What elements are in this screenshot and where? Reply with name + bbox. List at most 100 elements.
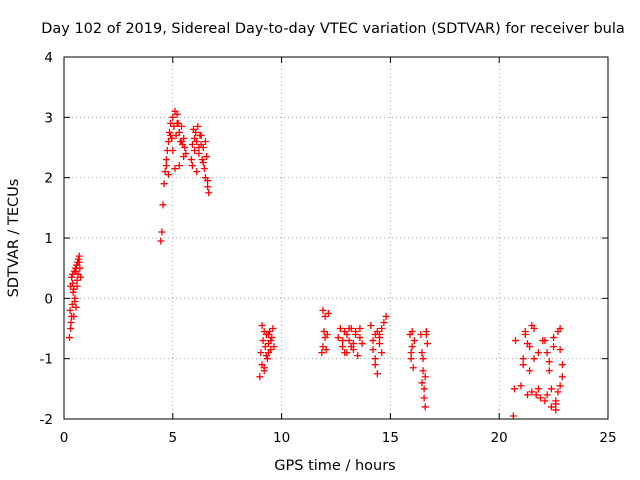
data-point: [378, 349, 386, 357]
data-point: [195, 150, 203, 158]
data-point: [65, 334, 73, 342]
data-point: [354, 352, 362, 360]
data-point: [419, 355, 427, 363]
data-point: [67, 318, 75, 326]
data-point: [339, 337, 347, 345]
data-point: [74, 270, 82, 278]
data-point: [369, 337, 377, 345]
data-point: [371, 355, 379, 363]
data-point: [339, 343, 347, 351]
y-tick-label: 0: [44, 291, 53, 307]
data-point: [517, 382, 525, 390]
data-point: [534, 385, 542, 393]
data-point: [188, 162, 196, 170]
data-point: [166, 128, 174, 136]
data-point: [268, 334, 276, 342]
x-axis-label: GPS time / hours: [274, 458, 395, 474]
data-point: [410, 337, 418, 345]
x-tick-label: 10: [273, 430, 290, 446]
data-point: [380, 318, 388, 326]
data-point: [160, 180, 168, 188]
x-tick-label: 0: [60, 430, 69, 446]
data-point: [205, 189, 213, 197]
data-point: [558, 361, 566, 369]
data-point: [319, 306, 327, 314]
data-point: [181, 144, 189, 151]
data-point: [421, 403, 429, 411]
data-point: [188, 140, 196, 148]
data-point: [204, 177, 212, 185]
data-point: [519, 361, 527, 369]
data-point: [203, 153, 211, 161]
grid-lines: [64, 57, 608, 419]
data-point: [343, 331, 351, 339]
data-point: [530, 355, 538, 363]
data-point: [541, 397, 549, 405]
data-point: [73, 276, 81, 284]
data-point: [198, 156, 206, 164]
data-point: [528, 321, 536, 329]
data-point: [545, 367, 553, 375]
data-point: [422, 331, 430, 339]
data-point: [371, 331, 379, 339]
data-point: [554, 388, 562, 396]
data-point: [164, 171, 172, 179]
data-point: [418, 349, 426, 357]
data-point: [369, 346, 377, 354]
data-point: [408, 328, 416, 336]
data-point: [259, 337, 267, 345]
y-tick-label: -1: [40, 352, 53, 368]
data-point: [556, 325, 564, 332]
data-point: [178, 122, 186, 130]
data-point: [418, 379, 426, 387]
axis-ticks: 0 5 10 15 20 25 -2 -1 0 1 2 3 4: [40, 50, 617, 446]
data-point: [69, 279, 77, 287]
data-point: [270, 343, 278, 351]
data-point: [356, 334, 364, 342]
data-point: [68, 312, 76, 320]
data-point: [509, 412, 517, 420]
x-tick-label: 25: [599, 430, 616, 446]
data-point: [526, 367, 534, 375]
data-point: [421, 373, 429, 381]
data-point: [269, 325, 277, 332]
data-point: [547, 385, 555, 393]
data-point: [265, 349, 273, 357]
data-point: [260, 364, 268, 372]
x-tick-label: 5: [169, 430, 178, 446]
y-tick-label: -2: [40, 412, 53, 428]
data-point: [69, 288, 77, 296]
data-point: [510, 385, 518, 393]
data-point: [257, 349, 265, 357]
data-point: [349, 340, 357, 348]
data-point: [73, 282, 81, 290]
data-point: [543, 349, 551, 357]
data-point: [521, 328, 529, 336]
data-point: [201, 137, 209, 145]
data-point: [532, 391, 540, 399]
data-point: [191, 134, 199, 142]
data-point: [324, 309, 332, 317]
data-point: [556, 382, 564, 390]
data-point: [420, 385, 428, 393]
data-point: [541, 337, 549, 345]
data-point: [66, 306, 74, 314]
data-point: [519, 355, 527, 363]
data-point: [409, 364, 417, 372]
data-point: [322, 346, 330, 354]
y-tick-label: 3: [44, 110, 53, 126]
data-point: [194, 122, 202, 130]
data-point: [258, 321, 266, 329]
data-point: [371, 361, 379, 369]
data-point: [195, 144, 203, 151]
data-point: [76, 264, 84, 272]
data-point: [159, 201, 167, 209]
y-tick-label: 2: [44, 171, 53, 187]
y-axis-label: SDTVAR / TECUs: [6, 179, 22, 298]
data-point: [334, 334, 342, 342]
data-point: [74, 255, 82, 263]
data-point: [180, 153, 188, 161]
data-point: [261, 343, 269, 351]
data-point: [423, 340, 431, 348]
data-point: [319, 343, 327, 351]
